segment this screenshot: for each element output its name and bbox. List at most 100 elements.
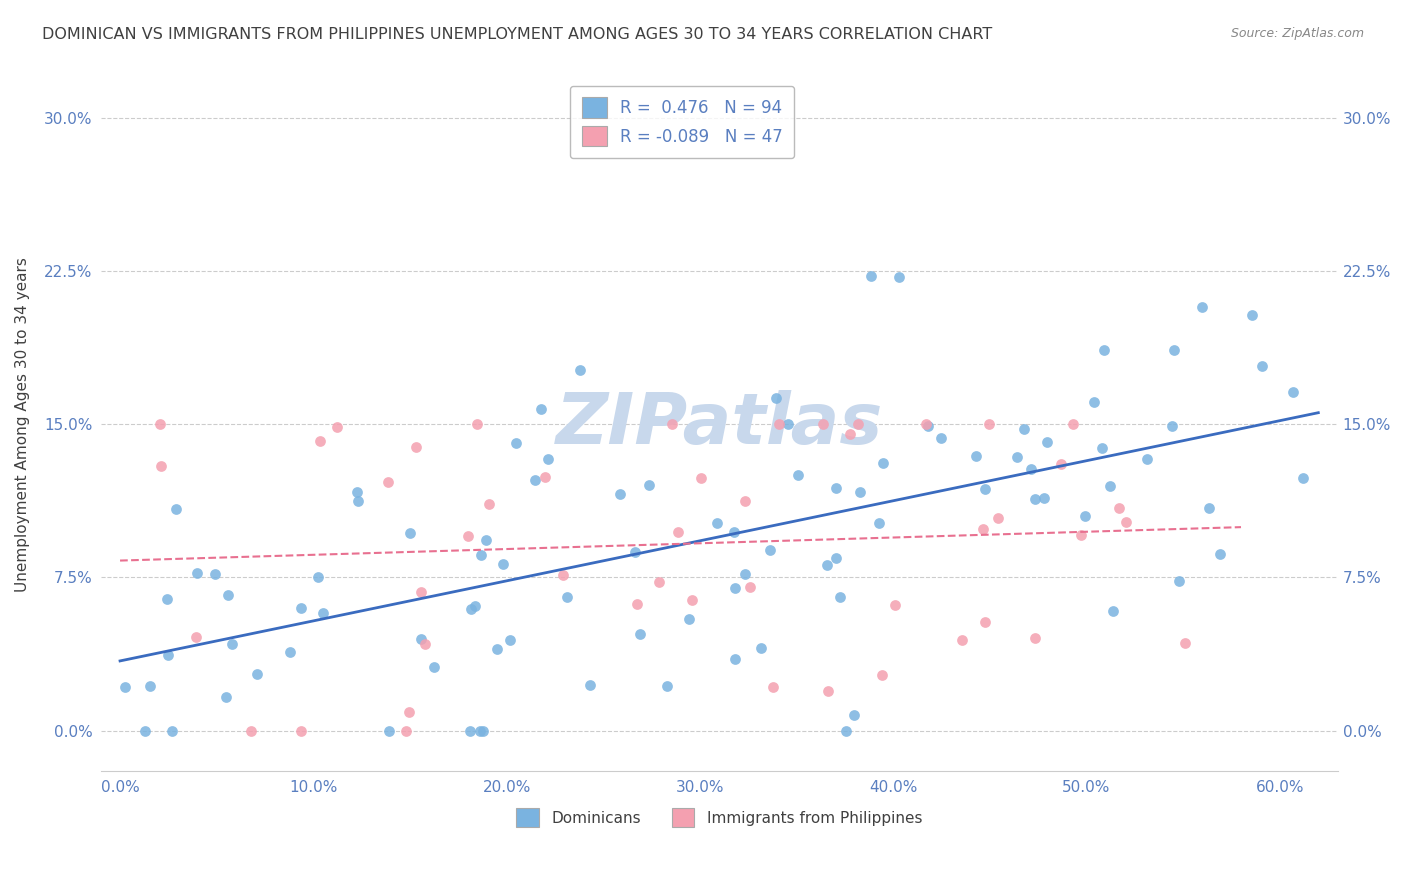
Point — [1098, 479, 1121, 493]
Point — [460, 602, 482, 616]
Point — [413, 637, 436, 651]
Point — [184, 631, 207, 645]
Point — [849, 485, 872, 500]
Point — [114, 680, 136, 694]
Point — [973, 483, 995, 497]
Point — [734, 566, 756, 581]
Point — [1198, 501, 1220, 516]
Point — [1021, 462, 1043, 476]
Point — [465, 417, 488, 432]
Point — [464, 599, 486, 613]
Point — [987, 511, 1010, 525]
Point — [377, 475, 399, 489]
Point — [868, 516, 890, 530]
Point — [889, 270, 911, 285]
Point — [1033, 491, 1056, 505]
Text: DOMINICAN VS IMMIGRANTS FROM PHILIPPINES UNEMPLOYMENT AMONG AGES 30 TO 34 YEARS : DOMINICAN VS IMMIGRANTS FROM PHILIPPINES… — [42, 27, 993, 42]
Point — [150, 458, 173, 473]
Point — [312, 607, 335, 621]
Point — [499, 633, 522, 648]
Point — [149, 417, 172, 432]
Point — [872, 457, 894, 471]
Point — [830, 591, 852, 605]
Point — [914, 417, 936, 432]
Point — [398, 705, 420, 719]
Point — [1191, 300, 1213, 314]
Point — [246, 667, 269, 681]
Point — [825, 550, 848, 565]
Point — [472, 723, 495, 738]
Point — [1092, 343, 1115, 357]
Point — [307, 570, 329, 584]
Point — [1292, 471, 1315, 485]
Point — [399, 525, 422, 540]
Point — [749, 640, 772, 655]
Point — [326, 419, 349, 434]
Point — [724, 581, 747, 595]
Point — [738, 580, 761, 594]
Point — [846, 417, 869, 432]
Point — [505, 436, 527, 450]
Point — [965, 449, 987, 463]
Point — [1014, 422, 1036, 436]
Point — [1074, 508, 1097, 523]
Point — [160, 723, 183, 738]
Point — [378, 723, 401, 738]
Text: ZIPatlas: ZIPatlas — [555, 390, 883, 458]
Point — [217, 589, 239, 603]
Point — [395, 723, 418, 738]
Point — [817, 684, 839, 698]
Point — [1251, 359, 1274, 373]
Point — [411, 584, 433, 599]
Point — [1091, 441, 1114, 455]
Point — [626, 597, 648, 611]
Point — [458, 723, 481, 738]
Point — [724, 652, 747, 666]
Legend: Dominicans, Immigrants from Philippines: Dominicans, Immigrants from Philippines — [510, 802, 928, 833]
Point — [347, 493, 370, 508]
Point — [661, 417, 683, 432]
Point — [609, 487, 631, 501]
Point — [1070, 528, 1092, 542]
Point — [842, 708, 865, 723]
Point — [762, 681, 785, 695]
Point — [655, 679, 678, 693]
Y-axis label: Unemployment Among Ages 30 to 34 years: Unemployment Among Ages 30 to 34 years — [15, 257, 30, 591]
Point — [859, 268, 882, 283]
Point — [834, 723, 856, 738]
Point — [569, 363, 592, 377]
Point — [478, 497, 501, 511]
Point — [811, 417, 834, 432]
Point — [1136, 451, 1159, 466]
Point — [1161, 418, 1184, 433]
Point — [870, 668, 893, 682]
Point — [405, 440, 427, 454]
Point — [768, 417, 790, 432]
Point — [1007, 450, 1029, 464]
Point — [423, 660, 446, 674]
Point — [186, 566, 208, 581]
Point — [765, 391, 787, 405]
Point — [239, 723, 262, 738]
Point — [950, 633, 973, 648]
Point — [678, 612, 700, 626]
Text: Source: ZipAtlas.com: Source: ZipAtlas.com — [1230, 27, 1364, 40]
Point — [638, 478, 661, 492]
Point — [690, 471, 713, 485]
Point — [346, 485, 368, 500]
Point — [977, 417, 1000, 432]
Point — [1036, 435, 1059, 450]
Point — [309, 434, 332, 449]
Point — [884, 598, 907, 612]
Point — [579, 678, 602, 692]
Point — [1050, 457, 1073, 471]
Point — [1083, 395, 1105, 409]
Point — [628, 627, 651, 641]
Point — [524, 473, 547, 487]
Point — [1024, 631, 1046, 645]
Point — [551, 568, 574, 582]
Point — [290, 600, 312, 615]
Point — [1024, 491, 1046, 506]
Point — [917, 419, 939, 434]
Point — [533, 469, 555, 483]
